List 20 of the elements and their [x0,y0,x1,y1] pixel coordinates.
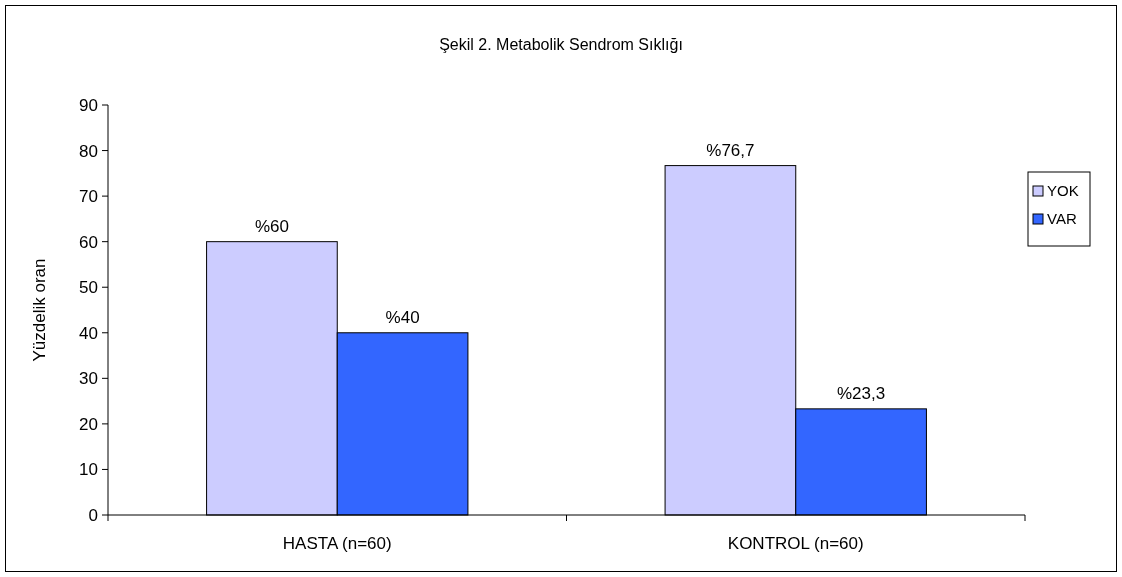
y-tick-label: 50 [79,278,98,298]
y-tick-label: 90 [79,95,98,115]
data-label: %60 [254,216,289,236]
data-label: %23,3 [836,383,886,403]
legend-label: YOK [1047,182,1079,199]
data-label: %40 [385,307,420,327]
y-tick-label: 70 [79,187,98,207]
y-tick-label: 60 [79,232,98,252]
x-tick-label: KONTROL (n=60) [727,534,864,553]
y-tick-label: 80 [79,141,98,161]
legend-label: VAR [1047,210,1077,227]
chart-title: Şekil 2. Metabolik Sendrom Sıklığı [439,36,683,53]
y-tick-label: 30 [79,369,98,389]
y-tick-label: 20 [79,414,98,434]
y-tick-label: 10 [79,460,98,480]
data-label: %76,7 [706,140,755,160]
x-tick-label: HASTA (n=60) [282,534,392,553]
y-tick-label: 40 [79,323,98,343]
y-axis-title: Yüzdelik oran [30,258,49,362]
y-tick-label: 0 [88,505,98,525]
